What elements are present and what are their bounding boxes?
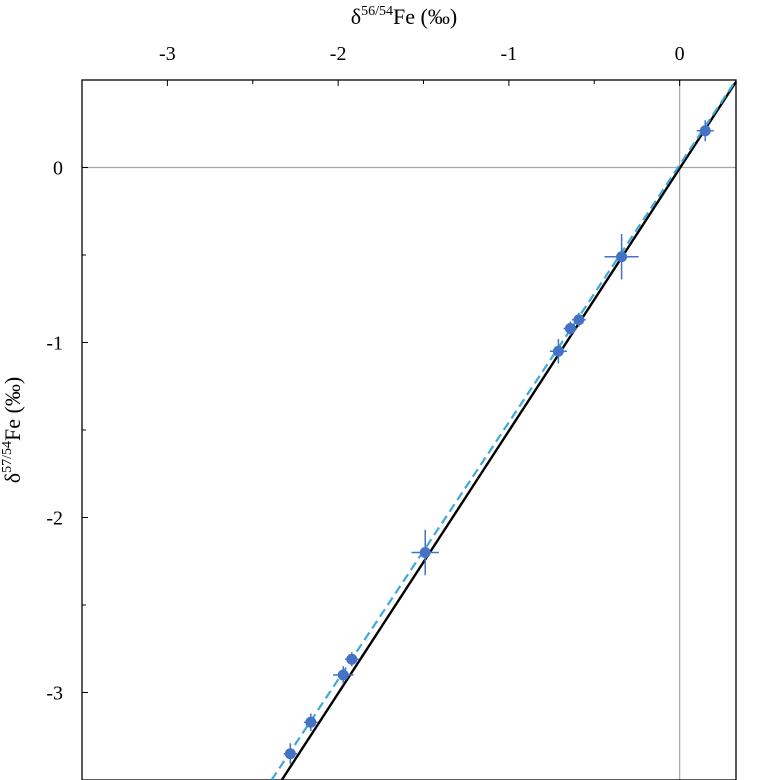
- y-axis-title-prefix: δ: [0, 473, 25, 483]
- y-tick-label: -1: [46, 333, 63, 355]
- data-point-marker: [346, 653, 358, 665]
- data-point-marker: [419, 547, 431, 558]
- data-point-marker: [284, 748, 296, 760]
- x-axis-title-sup: 56/54: [361, 4, 393, 19]
- y-tick-label: -2: [46, 508, 63, 530]
- data-point-marker: [552, 345, 564, 357]
- data-point: [283, 743, 298, 765]
- data-point: [604, 234, 639, 280]
- x-tick-label: -2: [330, 43, 347, 65]
- tick-labels: -3 -2 -1 0 0 -1 -2 -3: [46, 43, 684, 705]
- reference-lines: [82, 80, 736, 780]
- y-axis-title-sup: 57/54: [0, 441, 15, 473]
- data-point-marker: [616, 251, 628, 263]
- y-axis-title: δ57/54Fe (‰): [0, 377, 25, 483]
- data-point-marker: [564, 323, 576, 334]
- data-point: [696, 120, 714, 142]
- tick-marks: [81, 79, 681, 780]
- x-tick-label: -3: [159, 43, 176, 65]
- x-axis-title-suffix: Fe (‰): [393, 4, 457, 29]
- data-point: [411, 529, 439, 576]
- y-axis-title-group: δ57/54Fe (‰): [0, 377, 25, 483]
- data-point-marker: [699, 125, 711, 137]
- x-axis-title: δ56/54Fe (‰): [351, 4, 457, 29]
- x-axis-title-prefix: δ: [351, 4, 361, 29]
- plot-area: [81, 79, 737, 780]
- data-point: [303, 713, 318, 731]
- data-point: [333, 666, 354, 684]
- y-axis-title-suffix: Fe (‰): [0, 377, 25, 441]
- data-point: [549, 339, 567, 364]
- data-point: [572, 312, 586, 327]
- data-point-marker: [573, 314, 585, 326]
- y-tick-label: 0: [53, 158, 63, 180]
- data-point-marker: [305, 716, 317, 728]
- x-tick-label: -1: [501, 43, 518, 65]
- data-point: [563, 321, 578, 336]
- x-tick-label: 0: [675, 43, 685, 65]
- data-points: [283, 120, 714, 765]
- solid-fit-line: [280, 81, 738, 780]
- data-point-marker: [337, 669, 349, 681]
- data-point: [344, 652, 359, 667]
- y-tick-label: -3: [46, 683, 63, 705]
